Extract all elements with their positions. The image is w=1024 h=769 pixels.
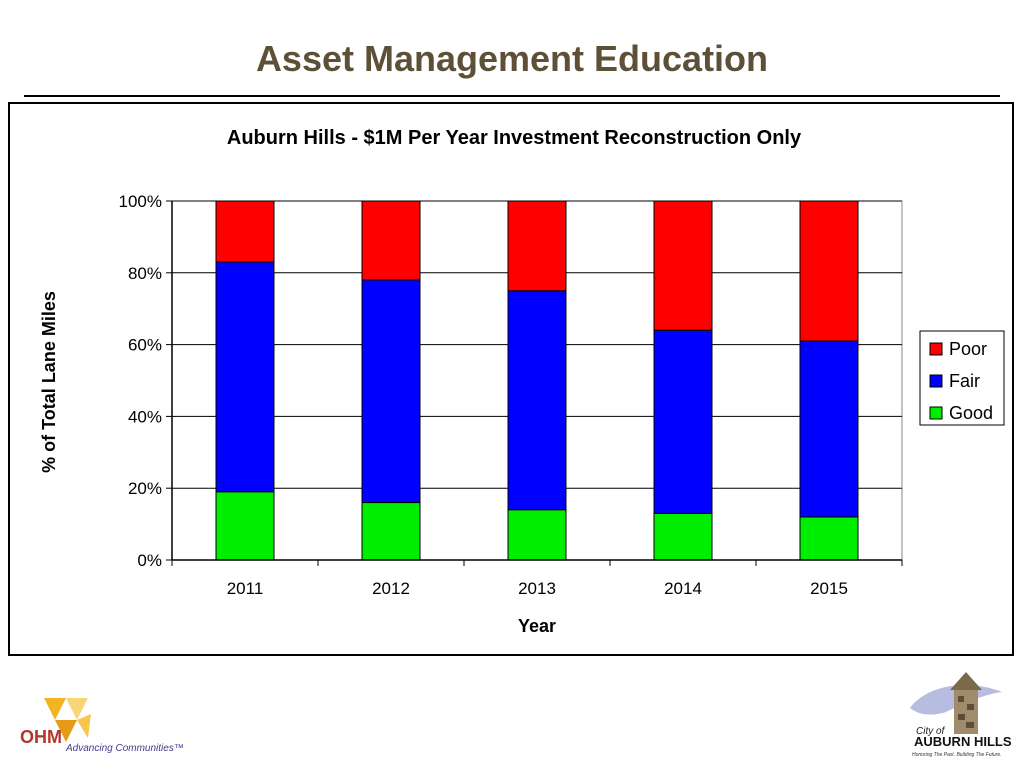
bar-segment-fair — [653, 329, 713, 514]
logo-tower-stone — [967, 704, 974, 710]
legend-label-fair: Fair — [949, 371, 980, 391]
legend-swatch-good — [929, 406, 943, 420]
y-tick-label: 60% — [128, 336, 162, 355]
chart-title: Auburn Hills - $1M Per Year Investment R… — [227, 127, 802, 149]
stacked-bar-chart: Auburn Hills - $1M Per Year Investment R… — [39, 127, 1005, 636]
x-tick-label: 2012 — [372, 579, 410, 598]
y-axis-label: % of Total Lane Miles — [39, 291, 59, 473]
logo-shape — [44, 698, 66, 720]
bar-segment-poor — [507, 200, 567, 292]
title-divider — [24, 95, 1000, 97]
x-tick-label: 2013 — [518, 579, 556, 598]
bar-segment-poor — [653, 200, 713, 331]
legend-label-poor: Poor — [949, 339, 987, 359]
y-tick-label: 20% — [128, 479, 162, 498]
logo-tower-stone — [958, 714, 965, 720]
logo-shape — [77, 714, 91, 738]
logo-tower-roof — [950, 672, 982, 690]
bar-segment-poor — [799, 200, 859, 342]
city-logo-name: AUBURN HILLS — [914, 734, 1012, 749]
x-axis-label: Year — [518, 616, 556, 636]
y-tick-label: 80% — [128, 264, 162, 283]
axes: 0% 20% 40% 60% 80% 100% 2011 2012 2013 2014 2015 — [119, 192, 903, 598]
slide-title: Asset Management Education — [255, 38, 769, 79]
logo-tower-stone — [958, 696, 964, 702]
bar-segment-good — [507, 509, 567, 561]
bar-segment-fair — [361, 279, 421, 504]
y-tick-label: 40% — [128, 407, 162, 426]
y-tick-label: 0% — [137, 551, 162, 570]
bar-segment-good — [215, 491, 275, 561]
logo-shape — [66, 698, 88, 720]
bar-segment-good — [361, 502, 421, 561]
legend: Poor Fair Good — [919, 330, 1005, 426]
bar-segment-poor — [215, 200, 275, 263]
legend-swatch-poor — [929, 342, 943, 356]
bar-segment-fair — [799, 340, 859, 518]
legend-swatch-fair — [929, 374, 943, 388]
x-tick-label: 2014 — [664, 579, 702, 598]
legend-label-good: Good — [949, 403, 993, 423]
city-of-auburn-hills-logo: City of AUBURN HILLS Honoring The Past. … — [906, 668, 1018, 764]
city-logo-tagline: Honoring The Past. Building The Future. — [912, 752, 1002, 758]
x-tick-label: 2011 — [227, 579, 264, 598]
city-logo-prefix: City of — [916, 726, 946, 737]
logo-tower-stone — [966, 722, 974, 728]
bar-segment-poor — [361, 200, 421, 281]
x-tick-label: 2015 — [810, 579, 848, 598]
bar-segment-good — [799, 516, 859, 561]
bars — [215, 200, 859, 561]
chart-frame: Auburn Hills - $1M Per Year Investment R… — [8, 102, 1014, 656]
logo-shape — [55, 720, 77, 742]
bar-segment-fair — [507, 290, 567, 511]
bar-segment-good — [653, 512, 713, 561]
y-tick-label: 100% — [119, 192, 162, 211]
ohm-logo: OHM Advancing Communities™ — [18, 694, 188, 760]
ohm-logo-name: OHM — [20, 727, 62, 747]
bar-segment-fair — [215, 261, 275, 493]
ohm-logo-tagline: Advancing Communities™ — [65, 743, 184, 754]
